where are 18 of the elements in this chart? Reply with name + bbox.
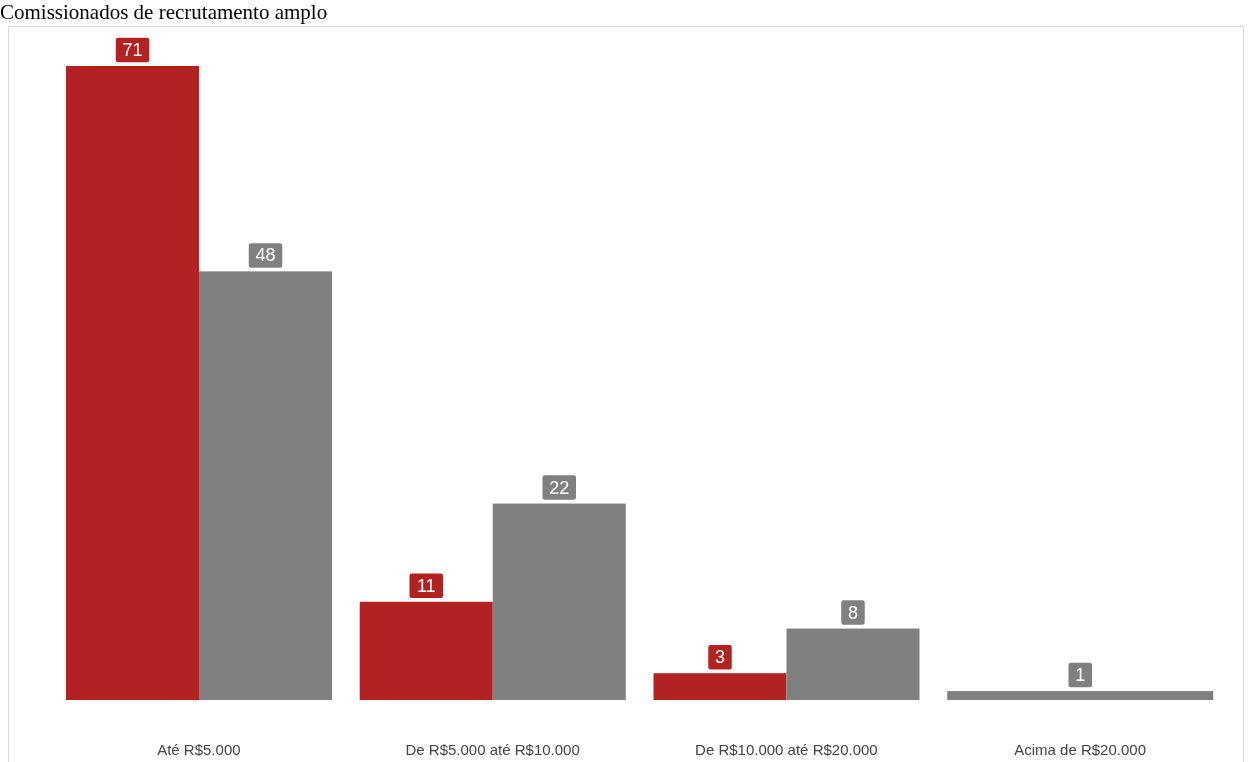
bar: [653, 673, 787, 700]
data-label: 22: [549, 477, 570, 498]
data-label: 71: [122, 40, 143, 60]
x-tick-label: De R$10.000 até R$20.000: [695, 740, 878, 758]
bar: [359, 601, 493, 700]
x-tick-label: Até R$5.000: [157, 740, 241, 758]
data-label: 3: [714, 647, 726, 668]
data-label: 8: [847, 602, 859, 623]
data-label: 11: [416, 575, 436, 596]
bar: [492, 503, 626, 700]
bar: [786, 628, 920, 700]
x-tick-label: De R$5.000 até R$10.000: [405, 740, 580, 758]
chart-title: Comissionados de recrutamento amplo: [0, 0, 328, 24]
x-tick-label: Acima de R$20.000: [1014, 740, 1146, 758]
bar: [199, 271, 332, 700]
data-label: 1: [1075, 665, 1086, 686]
bar: [66, 66, 199, 700]
data-label: 48: [255, 245, 276, 266]
